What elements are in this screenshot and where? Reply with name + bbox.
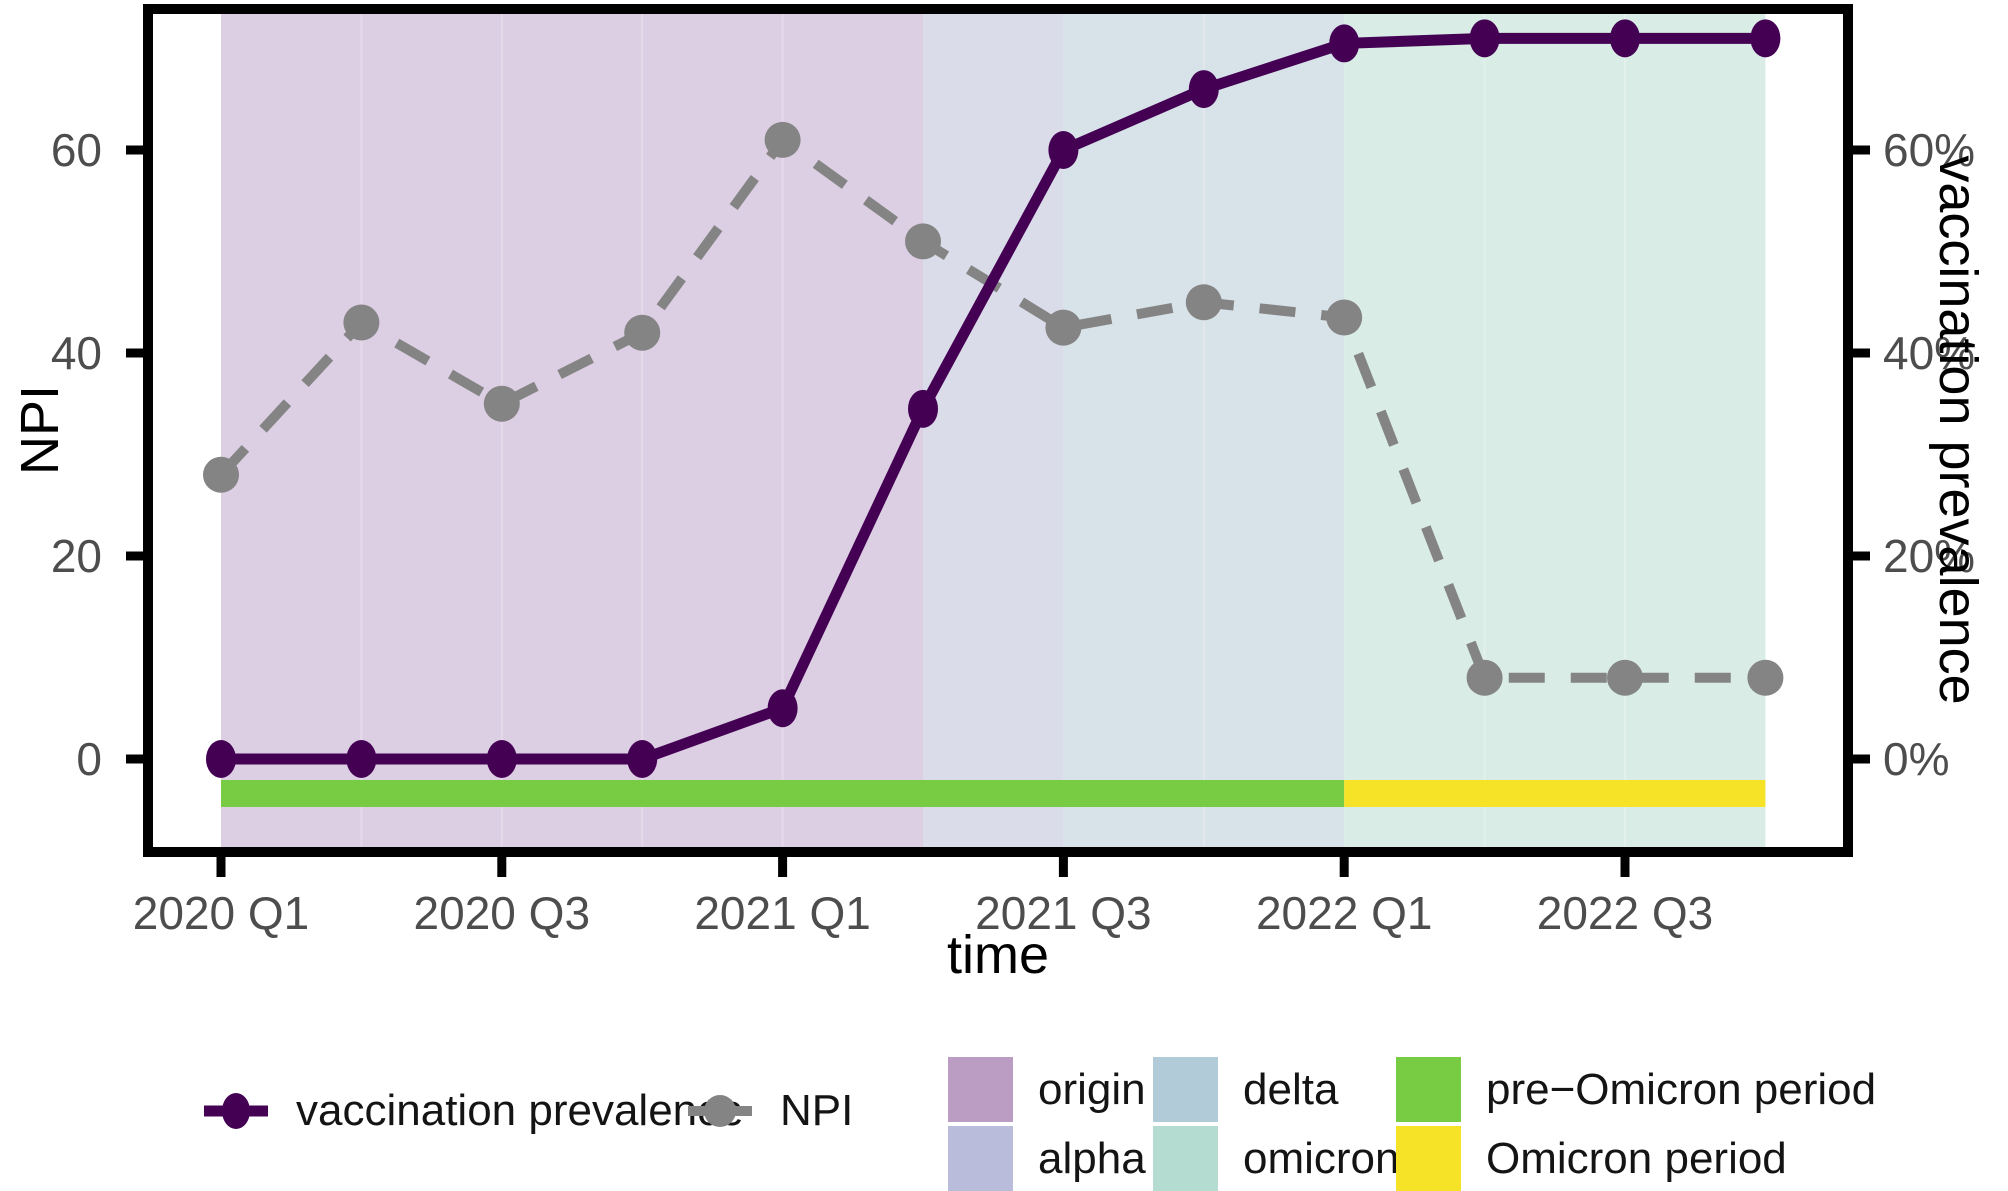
legend-item-vaccination-prevalence: vaccination prevalence xyxy=(203,1087,744,1135)
vaccination-prevalence-point xyxy=(908,389,938,428)
vaccination-prevalence-point xyxy=(1610,19,1640,58)
quarter-seam xyxy=(1624,9,1626,852)
vaccination-prevalence-point xyxy=(1750,19,1781,58)
x-axis-tick-label: 2021 Q1 xyxy=(694,887,870,939)
y-axis-title-left: NPI xyxy=(10,385,70,475)
omicron-swatch-icon xyxy=(1153,1126,1218,1191)
vaccination-prevalence-point xyxy=(206,740,236,778)
npi-point xyxy=(624,314,661,351)
region-origin xyxy=(221,9,923,852)
vaccination-prevalence-point xyxy=(346,740,377,778)
y-axis-title-right: vaccination prevalence xyxy=(1928,155,1988,704)
x-axis-title: time xyxy=(947,925,1049,985)
period-bar-pre-omicron xyxy=(221,780,1345,807)
npi-point xyxy=(1326,299,1363,336)
legend-label-pre-omicron-period: pre−Omicron period xyxy=(1486,1064,1877,1114)
vaccination-prevalence-point xyxy=(1469,19,1500,58)
legend-item-omicron-period: Omicron period xyxy=(1396,1126,1787,1191)
vaccination-prevalence-line xyxy=(221,32,1766,765)
right-axis-tick-label: 20% xyxy=(1883,530,1975,582)
npi-point xyxy=(1747,659,1784,696)
legend-label-npi: NPI xyxy=(780,1086,854,1135)
vaccination-prevalence-point xyxy=(627,740,658,778)
legend-label-alpha: alpha xyxy=(1038,1133,1146,1183)
legend-item-npi: NPI xyxy=(687,1087,853,1135)
pre-omicron-period-swatch-icon xyxy=(1396,1057,1461,1122)
vaccination-prevalence-point xyxy=(767,689,798,728)
plot-panel-border xyxy=(143,4,1853,857)
left-axis-tick-label: 40 xyxy=(51,327,102,379)
vaccination-prevalence-point xyxy=(1048,131,1079,169)
region-omicron xyxy=(1344,9,1766,852)
omicron-period-swatch-icon xyxy=(1396,1126,1461,1191)
vaccination-prevalence-point xyxy=(1329,24,1360,63)
vaccination-prevalence-point xyxy=(1188,70,1219,109)
period-bar-omicron xyxy=(1344,780,1766,807)
quarter-seam xyxy=(781,9,784,852)
legend-label-omicron-period: Omicron period xyxy=(1486,1133,1787,1183)
quarter-seam xyxy=(360,9,363,852)
legend-item-origin: origin xyxy=(948,1057,1146,1122)
quarter-seam xyxy=(1202,9,1205,852)
legend-label-vaccination-prevalence: vaccination prevalence xyxy=(296,1086,744,1135)
alpha-swatch-icon xyxy=(948,1126,1013,1191)
npi-point xyxy=(1466,659,1503,696)
npi-point xyxy=(343,304,380,341)
npi-point xyxy=(1185,284,1222,321)
npi-point xyxy=(483,385,520,422)
legend-label-omicron: omicron xyxy=(1243,1133,1400,1183)
delta-swatch-icon xyxy=(1153,1057,1218,1122)
x-axis-tick-label: 2020 Q1 xyxy=(133,887,309,939)
quarter-seam xyxy=(1483,9,1486,852)
left-axis-tick-label: 20 xyxy=(51,530,102,582)
legend-item-omicron: omicron xyxy=(1153,1126,1400,1191)
x-axis-tick-label: 2022 Q1 xyxy=(1256,887,1432,939)
npi-point xyxy=(764,121,801,158)
legend-label-delta: delta xyxy=(1243,1064,1339,1114)
npi-point xyxy=(1607,659,1643,696)
vaccination-prevalence-key-icon xyxy=(204,1093,268,1129)
npi-point xyxy=(905,223,941,260)
npi-point xyxy=(1045,309,1082,346)
origin-swatch-icon xyxy=(948,1057,1013,1122)
region-alpha xyxy=(923,9,1064,852)
npi-point xyxy=(203,456,239,493)
right-axis-tick-label: 60% xyxy=(1883,124,1975,176)
legend-item-pre-omicron-period: pre−Omicron period xyxy=(1396,1057,1876,1122)
x-axis-tick-label: 2021 Q3 xyxy=(975,887,1151,939)
left-axis-tick-label: 0 xyxy=(76,733,102,785)
legend-item-alpha: alpha xyxy=(948,1126,1146,1191)
right-axis-tick-label: 0% xyxy=(1883,733,1949,785)
left-axis-tick-label: 60 xyxy=(51,124,102,176)
quarter-seam xyxy=(500,9,503,852)
legend-item-delta: delta xyxy=(1153,1057,1338,1122)
region-delta xyxy=(1063,9,1345,852)
npi-key-icon xyxy=(688,1095,752,1127)
x-axis-tick-label: 2020 Q3 xyxy=(414,887,590,939)
legend-label-origin: origin xyxy=(1038,1064,1146,1114)
x-axis-tick-label: 2022 Q3 xyxy=(1537,887,1713,939)
vaccination-prevalence-point xyxy=(486,740,517,778)
quarter-seam xyxy=(641,9,644,852)
right-axis-tick-label: 40% xyxy=(1883,327,1975,379)
